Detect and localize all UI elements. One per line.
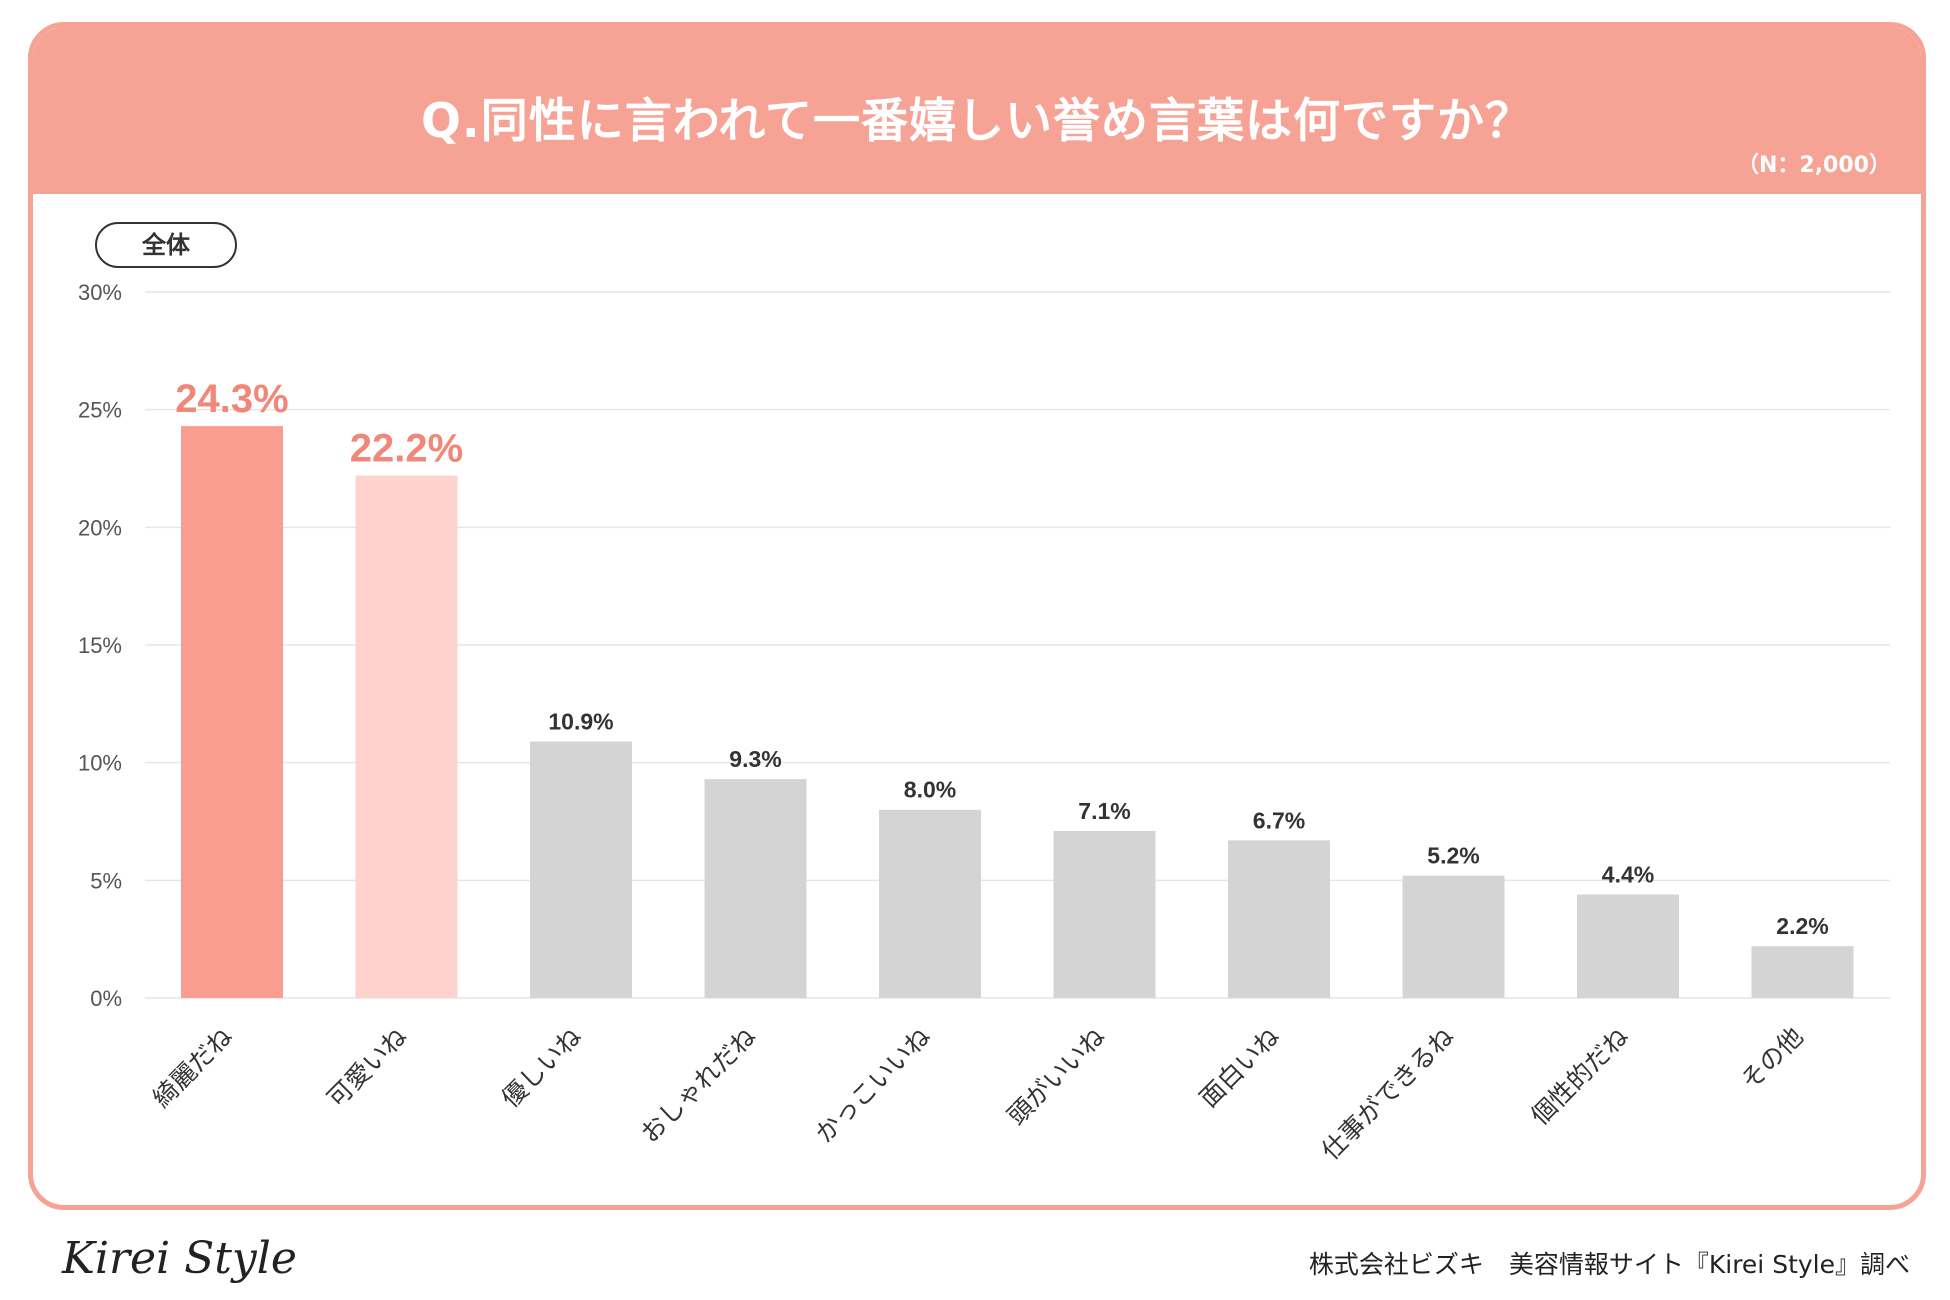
chart-card: Q.同性に言われて一番嬉しい誉め言葉は何ですか？ （N：2,000） 全体 [28, 22, 1926, 1210]
bar [530, 741, 632, 998]
data-label: 5.2% [1427, 843, 1479, 869]
footer-credit: 株式会社ビズキ 美容情報サイト『Kirei Style』調べ [1308, 1250, 1910, 1279]
data-label: 10.9% [548, 708, 613, 734]
data-label: 22.2% [350, 427, 463, 471]
bar [181, 426, 283, 998]
data-label: 8.0% [904, 777, 956, 803]
bar [1402, 875, 1505, 998]
data-label: 7.1% [1078, 798, 1130, 824]
bar [704, 779, 807, 998]
x-tick-label: 仕事ができるね [1316, 1022, 1460, 1166]
y-tick-label: 0% [90, 986, 122, 1011]
y-tick-label: 5% [90, 868, 122, 893]
x-tick-label: 面白いね [1194, 1022, 1285, 1113]
data-label: 9.3% [729, 746, 781, 772]
y-tick-label: 25% [78, 398, 122, 423]
y-tick-label: 20% [78, 515, 122, 540]
bar [1751, 946, 1854, 998]
segment-pill: 全体 [95, 222, 237, 268]
bar [1228, 840, 1330, 998]
y-tick-label: 15% [78, 633, 122, 658]
x-tick-label: かっこいいね [810, 1022, 937, 1149]
y-tick-label: 30% [78, 280, 122, 305]
data-label: 6.7% [1253, 807, 1305, 833]
card-header: Q.同性に言われて一番嬉しい誉め言葉は何ですか？ （N：2,000） [33, 27, 1921, 194]
bar [355, 475, 458, 998]
x-tick-label: 可愛いね [322, 1022, 413, 1113]
x-tick-label: 個性的だね [1525, 1022, 1634, 1131]
x-tick-label: 優しいね [496, 1022, 587, 1113]
kirei-style-logo: Kirei Style [62, 1233, 297, 1284]
bar [1053, 830, 1156, 998]
x-tick-label: 頭がいいね [1002, 1022, 1111, 1131]
bar [879, 809, 981, 998]
chart-title: Q.同性に言われて一番嬉しい誉め言葉は何ですか？ [420, 94, 1534, 149]
bar [1577, 894, 1679, 998]
data-label: 4.4% [1602, 861, 1654, 887]
x-tick-label: 綺麗だね [147, 1022, 238, 1113]
x-tick-label: その他 [1735, 1022, 1809, 1096]
data-label: 2.2% [1776, 913, 1828, 939]
x-tick-label: おしゃれだね [635, 1022, 762, 1149]
data-label: 24.3% [175, 377, 288, 421]
sample-size-label: （N：2,000） [1736, 153, 1891, 178]
y-tick-label: 10% [78, 751, 122, 776]
